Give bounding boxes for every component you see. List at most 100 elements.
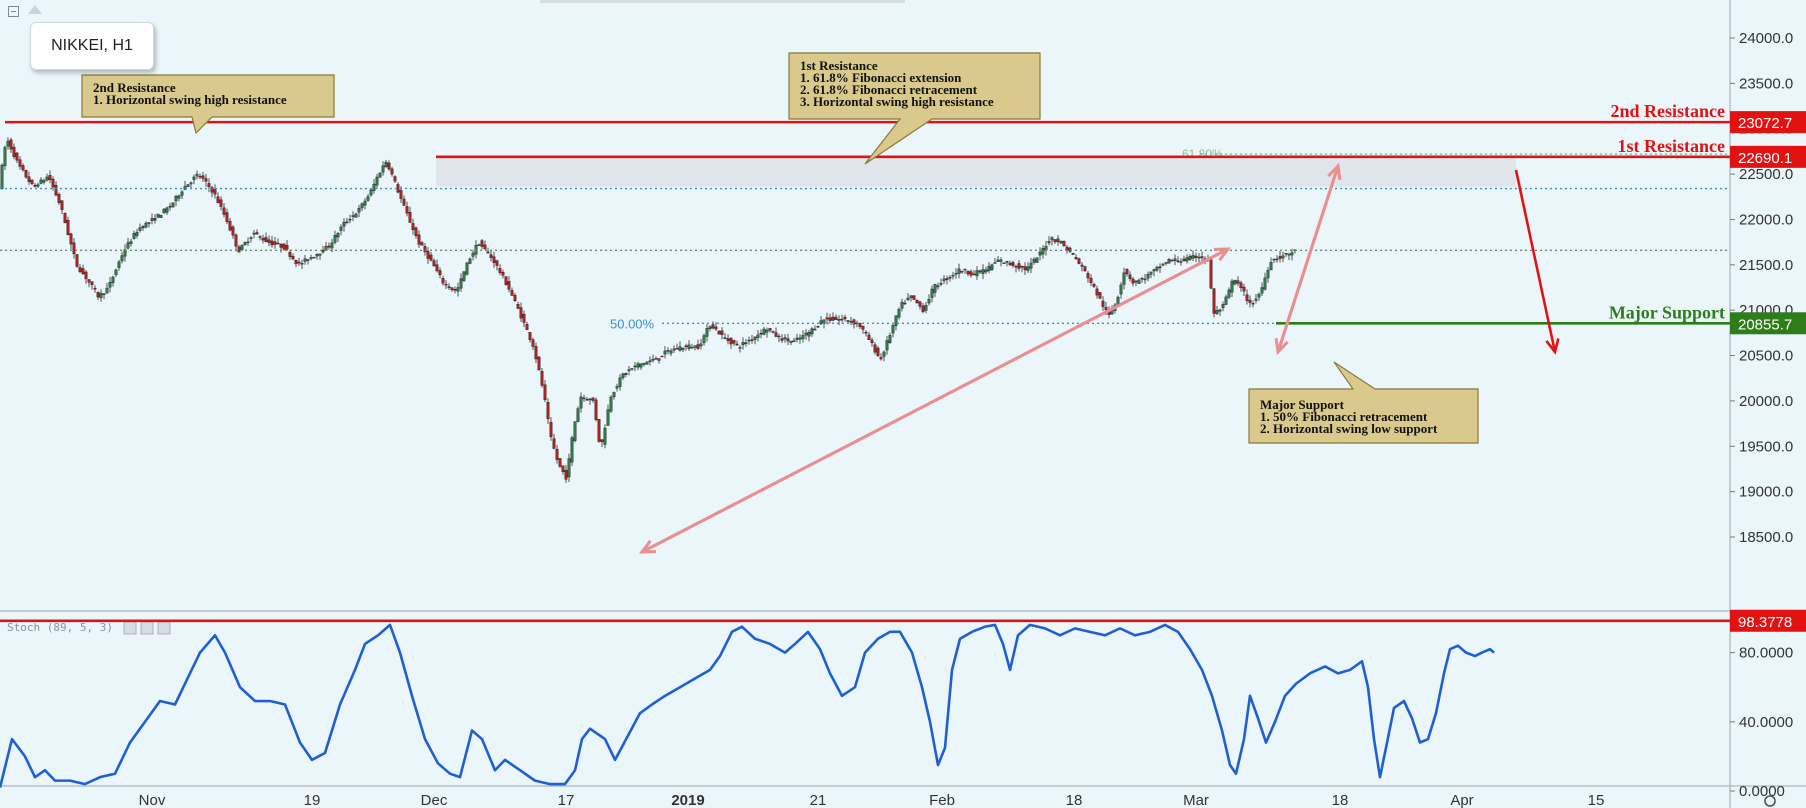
candle-body (462, 271, 466, 281)
candle-body (309, 257, 313, 259)
stoch-line (0, 623, 1495, 788)
candle-body (438, 270, 442, 276)
candle-body (1179, 261, 1183, 263)
candle-body (1218, 309, 1222, 312)
callout-major-support (1248, 361, 1479, 444)
candle-body (798, 337, 802, 340)
candle-body (426, 250, 430, 259)
settings-gear-icon[interactable] (1764, 795, 1776, 807)
candle-body (444, 283, 448, 286)
candle-body (1284, 252, 1288, 255)
candle-body (147, 222, 151, 224)
candle-body (228, 221, 232, 231)
candle-body (522, 313, 526, 323)
candle-body (375, 176, 379, 186)
fib-50-label: 50.00% (610, 316, 655, 331)
candle-body (1128, 274, 1132, 279)
drag-handle-icon[interactable] (28, 5, 42, 14)
stoch-close-icon[interactable] (157, 621, 171, 635)
candle-body (576, 408, 580, 423)
candle-body (48, 175, 52, 181)
candle-body (447, 286, 451, 288)
candle-body (369, 189, 373, 196)
candle-body (1161, 263, 1165, 266)
major-support-label: Major Support (1609, 302, 1725, 322)
candle-body (846, 320, 850, 322)
candle-body (1287, 253, 1291, 256)
candle-body (723, 337, 727, 339)
candle-body (333, 235, 337, 243)
candle-body (396, 184, 400, 193)
candle-body (216, 196, 220, 204)
candle-body (681, 347, 685, 350)
price-tick-label: 19500.0 (1739, 438, 1793, 455)
candle-body (1140, 277, 1144, 280)
candle-body (1008, 262, 1012, 265)
stoch-hide-icon[interactable] (140, 621, 154, 635)
candle-body (1143, 278, 1147, 281)
first-resistance-tag-value: 22690.1 (1738, 150, 1792, 167)
candle-body (45, 176, 49, 181)
candle-body (252, 232, 256, 235)
candle-body (1023, 266, 1027, 271)
candle-body (480, 240, 484, 247)
collapse-icon[interactable] (8, 6, 19, 17)
candle-body (1083, 266, 1087, 272)
second-resistance-label: 2nd Resistance (1610, 101, 1725, 121)
candle-body (558, 458, 562, 467)
candle-body (567, 458, 571, 478)
candle-body (579, 396, 583, 409)
candle-body (861, 325, 865, 330)
candle-body (954, 273, 958, 275)
candle-body (1275, 258, 1279, 261)
trend-arrow-origin (641, 247, 1229, 554)
candle-body (1266, 269, 1270, 279)
candle-body (675, 348, 679, 350)
candle-body (804, 332, 808, 336)
stoch-settings-icon[interactable] (123, 621, 137, 635)
candle-body (1173, 258, 1177, 261)
candle-body (1260, 287, 1264, 294)
candle-body (1215, 310, 1219, 314)
callout-second-resistance-line: 1. Horizontal swing high resistance (93, 92, 287, 107)
symbol-label[interactable]: NIKKEI, H1 (30, 22, 154, 70)
resistance-zone (436, 156, 1516, 187)
candle-body (789, 340, 793, 343)
candle-body (1059, 241, 1063, 244)
candle-body (210, 187, 214, 193)
candle-body (1014, 265, 1018, 268)
candle-body (1200, 256, 1204, 259)
candle-body (201, 175, 205, 179)
candle-body (399, 190, 403, 199)
candle-body (792, 340, 796, 343)
candle-body (1026, 266, 1030, 271)
candle-body (759, 332, 763, 335)
candle-body (69, 233, 73, 245)
callout-major-support-line: Major Support (1260, 397, 1345, 412)
candle-body (225, 212, 229, 223)
extension-arrow-up-head (1327, 162, 1342, 181)
candle-body (12, 146, 16, 158)
candle-body (378, 172, 382, 178)
candle-body (609, 396, 613, 412)
candle-body (30, 179, 34, 184)
candle-body (984, 269, 988, 273)
candle-body (111, 276, 115, 283)
extension-arrow-up (1276, 165, 1340, 353)
stoch-level-tag-value: 98.3778 (1738, 614, 1792, 631)
candle-body (99, 292, 103, 299)
candle-body (747, 339, 751, 342)
candle-body (561, 465, 565, 472)
candle-body (291, 255, 295, 260)
candle-body (258, 236, 262, 238)
candle-body (570, 437, 574, 463)
candle-body (672, 348, 676, 351)
callout-first-resistance-line: 3. Horizontal swing high resistance (800, 94, 994, 109)
stoch-tick-label: 40.0000 (1739, 714, 1793, 731)
candle-body (186, 184, 190, 187)
candle-body (1101, 300, 1105, 307)
candle-body (711, 324, 715, 329)
candle-body (930, 288, 934, 298)
candle-body (885, 340, 889, 351)
